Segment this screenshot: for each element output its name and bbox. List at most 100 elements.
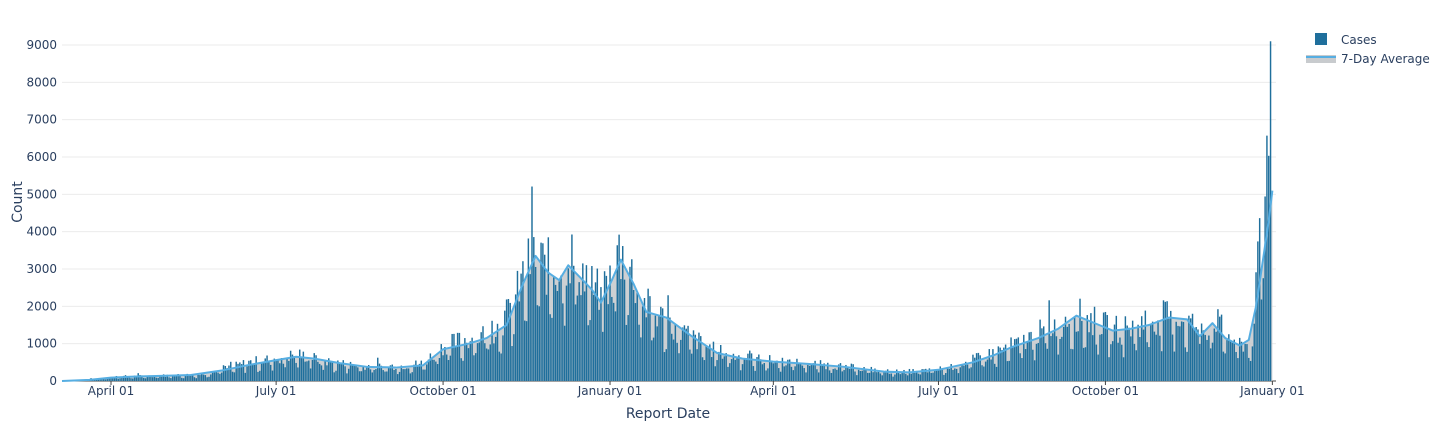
cases-bar[interactable] xyxy=(282,363,285,381)
cases-bar[interactable] xyxy=(1255,272,1257,381)
seven-day-average-line[interactable] xyxy=(61,190,1274,382)
cases-bar[interactable] xyxy=(992,349,994,381)
cases-bar[interactable] xyxy=(547,237,550,381)
cases-bar[interactable] xyxy=(558,281,560,381)
cases-bar[interactable] xyxy=(92,380,94,381)
cases-bar[interactable] xyxy=(249,360,252,381)
cases-bar[interactable] xyxy=(754,370,756,381)
cases-bar[interactable] xyxy=(1033,360,1036,381)
cases-bar[interactable] xyxy=(1191,313,1194,381)
cases-bar[interactable] xyxy=(620,279,622,381)
cases-bar[interactable] xyxy=(433,359,435,381)
cases-bar[interactable] xyxy=(857,369,860,381)
cases-bar[interactable] xyxy=(623,279,626,381)
cases-bar[interactable] xyxy=(781,357,784,381)
cases-bar[interactable] xyxy=(1072,349,1074,381)
cases-bar[interactable] xyxy=(1062,326,1065,381)
cases-bar[interactable] xyxy=(462,360,464,381)
cases-bar[interactable] xyxy=(1079,298,1081,381)
cases-bar[interactable] xyxy=(986,359,989,381)
cases-bar[interactable] xyxy=(482,326,484,381)
cases-bar[interactable] xyxy=(139,374,141,381)
cases-bar[interactable] xyxy=(1106,315,1108,381)
cases-bar[interactable] xyxy=(1150,323,1152,381)
cases-bar[interactable] xyxy=(983,366,985,381)
cases-bar[interactable] xyxy=(939,366,942,381)
cases-bar[interactable] xyxy=(836,369,838,381)
cases-bar[interactable] xyxy=(206,377,208,381)
cases-bar[interactable] xyxy=(854,371,856,381)
cases-bar[interactable] xyxy=(1144,310,1147,381)
cases-bar[interactable] xyxy=(609,265,611,381)
cases-bar[interactable] xyxy=(814,360,816,381)
cases-bar[interactable] xyxy=(583,291,586,381)
cases-bar[interactable] xyxy=(226,368,228,381)
cases-bar[interactable] xyxy=(360,371,363,381)
cases-bar[interactable] xyxy=(153,375,156,381)
cases-bar[interactable] xyxy=(1186,351,1188,381)
cases-bar[interactable] xyxy=(175,375,178,381)
cases-bar[interactable] xyxy=(322,369,325,381)
cases-bar[interactable] xyxy=(912,369,914,381)
cases-bar[interactable] xyxy=(1148,347,1150,381)
cases-bar[interactable] xyxy=(1171,334,1174,381)
cases-bar[interactable] xyxy=(467,348,470,381)
cases-bar[interactable] xyxy=(669,317,671,381)
cases-bar[interactable] xyxy=(1175,321,1177,381)
cases-bar[interactable] xyxy=(685,328,687,381)
cases-bar[interactable] xyxy=(899,374,902,381)
cases-bar[interactable] xyxy=(1217,309,1219,381)
cases-bar[interactable] xyxy=(333,372,335,381)
cases-bar[interactable] xyxy=(774,360,776,381)
cases-bar[interactable] xyxy=(928,368,931,381)
cases-bar[interactable] xyxy=(542,243,544,381)
cases-bar[interactable] xyxy=(531,186,533,381)
cases-bar[interactable] xyxy=(144,378,147,381)
cases-bar[interactable] xyxy=(219,373,221,381)
cases-bar[interactable] xyxy=(1137,324,1139,381)
cases-bar[interactable] xyxy=(551,317,553,381)
cases-bar[interactable] xyxy=(266,355,268,381)
cases-bar[interactable] xyxy=(328,358,330,381)
cases-bar[interactable] xyxy=(208,376,210,381)
cases-bar[interactable] xyxy=(1099,334,1101,381)
cases-bar[interactable] xyxy=(422,369,424,381)
cases-bar[interactable] xyxy=(128,376,130,381)
cases-bar[interactable] xyxy=(834,368,836,381)
cases-bar[interactable] xyxy=(556,290,559,381)
cases-bar[interactable] xyxy=(386,371,388,381)
cases-bar[interactable] xyxy=(318,363,321,381)
cases-bar[interactable] xyxy=(103,377,105,381)
cases-bar[interactable] xyxy=(233,372,236,381)
cases-bar[interactable] xyxy=(750,353,753,381)
cases-bar[interactable] xyxy=(896,369,898,381)
cases-bar[interactable] xyxy=(930,372,932,381)
cases-bar[interactable] xyxy=(1222,351,1225,381)
cases-bar[interactable] xyxy=(1257,241,1259,381)
cases-bar[interactable] xyxy=(133,375,136,381)
cases-bar[interactable] xyxy=(903,369,905,381)
cases-bar[interactable] xyxy=(255,356,257,381)
cases-bar[interactable] xyxy=(1088,332,1090,381)
cases-bar[interactable] xyxy=(788,359,791,381)
cases-bar[interactable] xyxy=(571,234,573,381)
cases-bar[interactable] xyxy=(652,337,655,381)
cases-bar[interactable] xyxy=(979,355,981,381)
cases-bar[interactable] xyxy=(402,369,404,381)
cases-bar[interactable] xyxy=(663,352,666,381)
cases-bar[interactable] xyxy=(525,321,528,381)
cases-bar[interactable] xyxy=(1219,316,1221,381)
cases-bar[interactable] xyxy=(948,368,951,381)
cases-bar[interactable] xyxy=(763,362,765,381)
cases-bar[interactable] xyxy=(1061,336,1063,381)
cases-bar[interactable] xyxy=(602,331,604,381)
cases-bar[interactable] xyxy=(651,340,653,381)
cases-bar[interactable] xyxy=(830,372,833,381)
cases-bar[interactable] xyxy=(937,369,940,381)
cases-bar[interactable] xyxy=(489,344,491,381)
cases-bar[interactable] xyxy=(413,364,415,381)
cases-bar[interactable] xyxy=(747,353,749,381)
cases-bar[interactable] xyxy=(1048,300,1050,381)
cases-bar[interactable] xyxy=(393,369,395,381)
cases-bar[interactable] xyxy=(727,366,729,381)
